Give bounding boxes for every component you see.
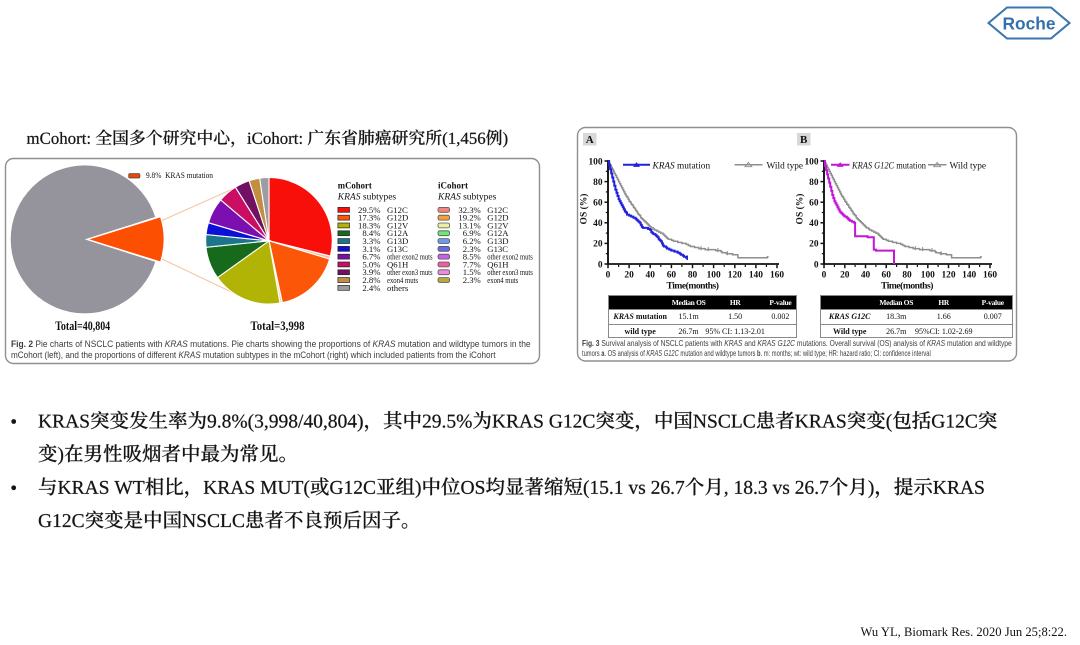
svg-text:0: 0 [598,260,603,270]
svg-text:Time(months): Time(months) [881,281,933,292]
svg-text:140: 140 [962,270,976,280]
svg-text:2.3%: 2.3% [463,244,481,254]
svg-text:Total=3,998: Total=3,998 [251,319,305,333]
svg-text:mCohort: mCohort [338,182,373,192]
svg-text:29.5%: 29.5% [358,205,380,215]
svg-text:0: 0 [822,270,827,280]
svg-text:0: 0 [606,270,611,280]
svg-text:100: 100 [921,270,935,280]
svg-text:8.5%: 8.5% [463,252,481,262]
svg-text:OS (%): OS (%) [579,194,590,225]
svg-text:2.4%: 2.4% [362,283,380,293]
svg-text:40: 40 [593,219,603,229]
svg-text:19.2%: 19.2% [458,213,480,223]
svg-text:80: 80 [688,270,698,280]
svg-text:100: 100 [707,270,721,280]
svg-text:40: 40 [809,219,819,229]
svg-text:40: 40 [646,270,656,280]
svg-text:60: 60 [809,199,819,209]
svg-text:40: 40 [861,270,871,280]
svg-text:3.3%: 3.3% [362,236,380,246]
svg-text:6.9%: 6.9% [463,228,481,238]
svg-text:G12C: G12C [487,205,508,215]
svg-text:60: 60 [593,199,603,209]
svg-text:other exon3 muts: other exon3 muts [487,267,533,277]
svg-text:7.7%: 7.7% [463,259,481,269]
svg-text:3.1%: 3.1% [362,244,380,254]
svg-text:60: 60 [882,270,892,280]
svg-text:120: 120 [941,270,955,280]
svg-text:20: 20 [624,270,634,280]
svg-text:5.0%: 5.0% [362,259,380,269]
svg-text:Wild type: Wild type [950,161,987,171]
svg-text:80: 80 [809,178,819,188]
svg-text:exon4 muts: exon4 muts [387,275,418,285]
svg-text:80: 80 [902,270,912,280]
svg-text:100: 100 [588,157,602,167]
svg-text:B: B [800,134,808,146]
svg-text:80: 80 [593,178,603,188]
svg-text:G12D: G12D [387,213,408,223]
svg-text:140: 140 [749,270,763,280]
svg-text:G12A: G12A [387,228,409,238]
svg-text:160: 160 [770,270,784,280]
svg-text:60: 60 [667,270,677,280]
svg-text:8.4%: 8.4% [362,228,380,238]
svg-text:G12V: G12V [487,220,509,230]
svg-text:KRAS mutation: KRAS mutation [652,161,711,171]
svg-text:6.2%: 6.2% [463,236,481,246]
svg-text:G13C: G13C [487,244,508,254]
svg-text:iCohort: iCohort [438,182,469,192]
svg-text:other exon2 muts: other exon2 muts [487,252,533,262]
svg-text:32.3%: 32.3% [458,205,480,215]
svg-text:KRAS G12C mutation: KRAS G12C mutation [851,161,926,171]
svg-text:exon4 muts: exon4 muts [487,275,518,285]
svg-text:2.8%: 2.8% [362,275,380,285]
svg-text:G13D: G13D [387,236,408,246]
svg-text:Q61H: Q61H [487,259,509,269]
svg-text:other exon2 muts: other exon2 muts [387,252,433,262]
svg-text:G13D: G13D [487,236,508,246]
svg-text:18.3%: 18.3% [358,220,380,230]
svg-text:20: 20 [593,240,603,250]
svg-text:G12C: G12C [387,205,408,215]
svg-text:3.9%: 3.9% [362,267,380,277]
svg-text:160: 160 [983,270,997,280]
svg-text:9.8% KRAS mutation: 9.8% KRAS mutation [146,170,214,180]
svg-text:KRAS subtypes: KRAS subtypes [437,193,497,203]
svg-text:Q61H: Q61H [387,259,409,269]
svg-text:Roche: Roche [1003,13,1056,33]
svg-text:A: A [586,134,594,146]
svg-text:Wild type: Wild type [767,161,804,171]
svg-text:17.3%: 17.3% [358,213,380,223]
svg-text:other exon3 muts: other exon3 muts [387,267,433,277]
svg-text:1.5%: 1.5% [463,267,481,277]
svg-text:Total=40,804: Total=40,804 [55,319,110,333]
svg-text:100: 100 [804,157,818,167]
svg-text:KRAS subtypes: KRAS subtypes [337,193,397,203]
svg-text:OS (%): OS (%) [795,194,806,225]
svg-text:G12D: G12D [487,213,508,223]
svg-text:G13C: G13C [387,244,408,254]
svg-text:20: 20 [840,270,850,280]
svg-text:0: 0 [814,260,819,270]
svg-text:120: 120 [728,270,742,280]
svg-text:20: 20 [809,240,819,250]
svg-text:G12A: G12A [487,228,509,238]
svg-text:2.3%: 2.3% [463,275,481,285]
svg-text:6.7%: 6.7% [362,252,380,262]
svg-text:Time(months): Time(months) [667,281,719,292]
svg-text:G12V: G12V [387,220,409,230]
svg-text:others: others [387,283,409,293]
svg-text:13.1%: 13.1% [458,220,480,230]
